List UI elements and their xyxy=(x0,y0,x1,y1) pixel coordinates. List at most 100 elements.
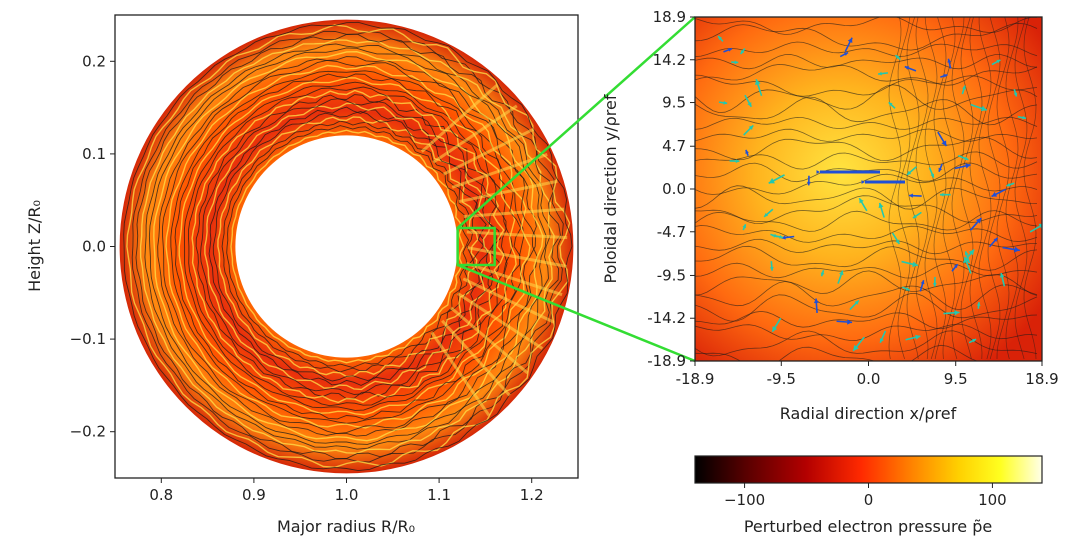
right-y-tick-label: 9.5 xyxy=(662,94,686,112)
annulus-bright-streak xyxy=(450,306,529,375)
zoom-contour-line xyxy=(1005,17,1019,360)
flow-arrow-head xyxy=(996,59,1001,64)
annulus-contour-line xyxy=(144,43,551,450)
annulus-contour-line xyxy=(131,30,564,463)
annulus-contour-line xyxy=(162,59,537,435)
flow-arrow-head xyxy=(991,191,998,197)
colorbar: −100 0 100 Perturbed electron pressure p̃e xyxy=(694,455,1043,536)
zoom-contour-line xyxy=(695,238,1037,255)
flow-arrow-head xyxy=(861,180,865,184)
flow-arrow-head xyxy=(735,159,740,164)
annulus-bright-streak xyxy=(441,319,511,397)
flow-arrow-head xyxy=(769,267,774,271)
zoom-contour-line xyxy=(915,17,929,360)
annulus-contour-line xyxy=(170,70,525,424)
flow-arrow-head xyxy=(847,319,853,325)
annulus-contour-line xyxy=(123,21,573,472)
zoom-contours xyxy=(695,17,1038,361)
annulus-contour-line xyxy=(188,86,508,407)
flow-arrow-head xyxy=(859,198,864,204)
right-x-axis-label: Radial direction x/ρref xyxy=(780,404,957,423)
zoom-contour-line xyxy=(695,310,1038,330)
zoom-contour-line xyxy=(933,17,947,360)
right-x-tick-label: 9.5 xyxy=(944,370,968,388)
flow-arrow-head xyxy=(728,48,732,52)
annulus-contour-line xyxy=(153,50,544,442)
right-y-axis-label: Poloidal direction y/ρref xyxy=(601,94,620,283)
colorbar-gradient xyxy=(694,455,1043,484)
flow-arrow-head xyxy=(772,326,778,332)
flow-arrow-head xyxy=(947,58,952,63)
zoom-contour-line xyxy=(960,17,974,360)
right-y-tick-label: -4.7 xyxy=(657,223,686,241)
flow-arrow-head xyxy=(723,100,728,105)
annulus-bright-streak xyxy=(466,230,568,240)
left-x-tick-label: 1.0 xyxy=(335,486,359,504)
left-x-tick-label: 0.9 xyxy=(242,486,266,504)
right-x-tick-label: -9.5 xyxy=(767,370,796,388)
annulus-bright-streak xyxy=(442,127,535,176)
flow-arrow-head xyxy=(980,105,987,112)
annulus-bright-streak xyxy=(420,83,499,153)
flow-arrow-head xyxy=(745,149,749,154)
left-x-tick-label: 0.8 xyxy=(149,486,173,504)
zoom-contour-line xyxy=(695,185,1038,210)
flow-arrow-head xyxy=(1014,246,1020,253)
left-x-ticks: 0.8 0.9 1.0 1.1 1.2 xyxy=(149,478,544,504)
flow-arrow-head xyxy=(1006,182,1011,187)
zoom-contour-line xyxy=(695,210,1038,232)
annulus-bright-streak xyxy=(462,277,555,324)
zoom-contour-line xyxy=(888,17,902,360)
flow-arrow-head xyxy=(853,344,859,351)
annulus-inner-hole xyxy=(235,135,458,358)
annulus-contour-line xyxy=(126,24,571,469)
flow-arrow-head xyxy=(975,218,982,224)
flow-arrow-head xyxy=(953,264,958,269)
annulus-plot xyxy=(119,19,574,474)
zoom-contour-line xyxy=(695,245,1038,271)
flow-arrow-head xyxy=(813,298,819,304)
flow-arrow-head xyxy=(905,287,910,291)
zoom-contour-line xyxy=(924,17,938,360)
flow-arrow-head xyxy=(932,283,937,287)
zoom-contour-line xyxy=(695,173,1038,195)
flow-arrow-head xyxy=(747,102,752,107)
zoom-contour-line xyxy=(695,344,1017,361)
left-y-tick-label: −0.2 xyxy=(70,423,106,441)
flow-arrow-head xyxy=(965,163,971,169)
annulus-contours xyxy=(123,21,573,472)
flow-arrow-head xyxy=(806,181,811,186)
flow-arrow-head xyxy=(964,251,969,256)
annulus-bright-streak xyxy=(430,331,491,417)
annulus-bright-streak xyxy=(451,153,548,189)
annulus-contour-line xyxy=(139,39,555,454)
annulus-contour-line xyxy=(157,56,538,437)
flow-arrow-head xyxy=(941,140,947,147)
left-y-ticks: 0.2 0.1 0.0 −0.1 −0.2 xyxy=(70,52,115,441)
zoom-contour-line xyxy=(695,41,1038,57)
flow-arrow-head xyxy=(912,214,917,218)
flow-arrow-head xyxy=(816,170,820,174)
annulus-contour-line xyxy=(217,116,479,378)
flow-arrow-head xyxy=(779,234,784,239)
annulus-contour-line xyxy=(200,98,497,395)
flow-arrow-head xyxy=(904,66,909,70)
annulus-bright-streak xyxy=(467,246,567,268)
right-x-tick-label: 0.0 xyxy=(857,370,881,388)
flow-arrow-head xyxy=(847,37,853,44)
zoom-contour-line xyxy=(897,17,911,360)
left-panel: 0.8 0.9 1.0 1.1 1.2 0.2 0.1 0.0 −0.1 −0.2 Major … xyxy=(25,14,579,536)
flow-arrow-head xyxy=(912,261,918,268)
left-y-axis-label: Height Z/R₀ xyxy=(25,200,44,292)
annulus-contour-line xyxy=(191,89,505,404)
annulus-contour-line xyxy=(178,77,517,416)
flow-arrow-head xyxy=(1013,92,1018,97)
flow-arrow-head xyxy=(939,192,944,197)
flow-arrow-head xyxy=(906,170,912,175)
flow-arrow-head xyxy=(781,235,786,240)
zoom-contour-line xyxy=(695,136,1038,162)
left-y-tick-label: 0.2 xyxy=(82,52,106,70)
zoom-contour-line xyxy=(951,17,965,360)
zoom-plot xyxy=(695,17,1042,361)
zoom-contour-line xyxy=(695,74,1038,97)
